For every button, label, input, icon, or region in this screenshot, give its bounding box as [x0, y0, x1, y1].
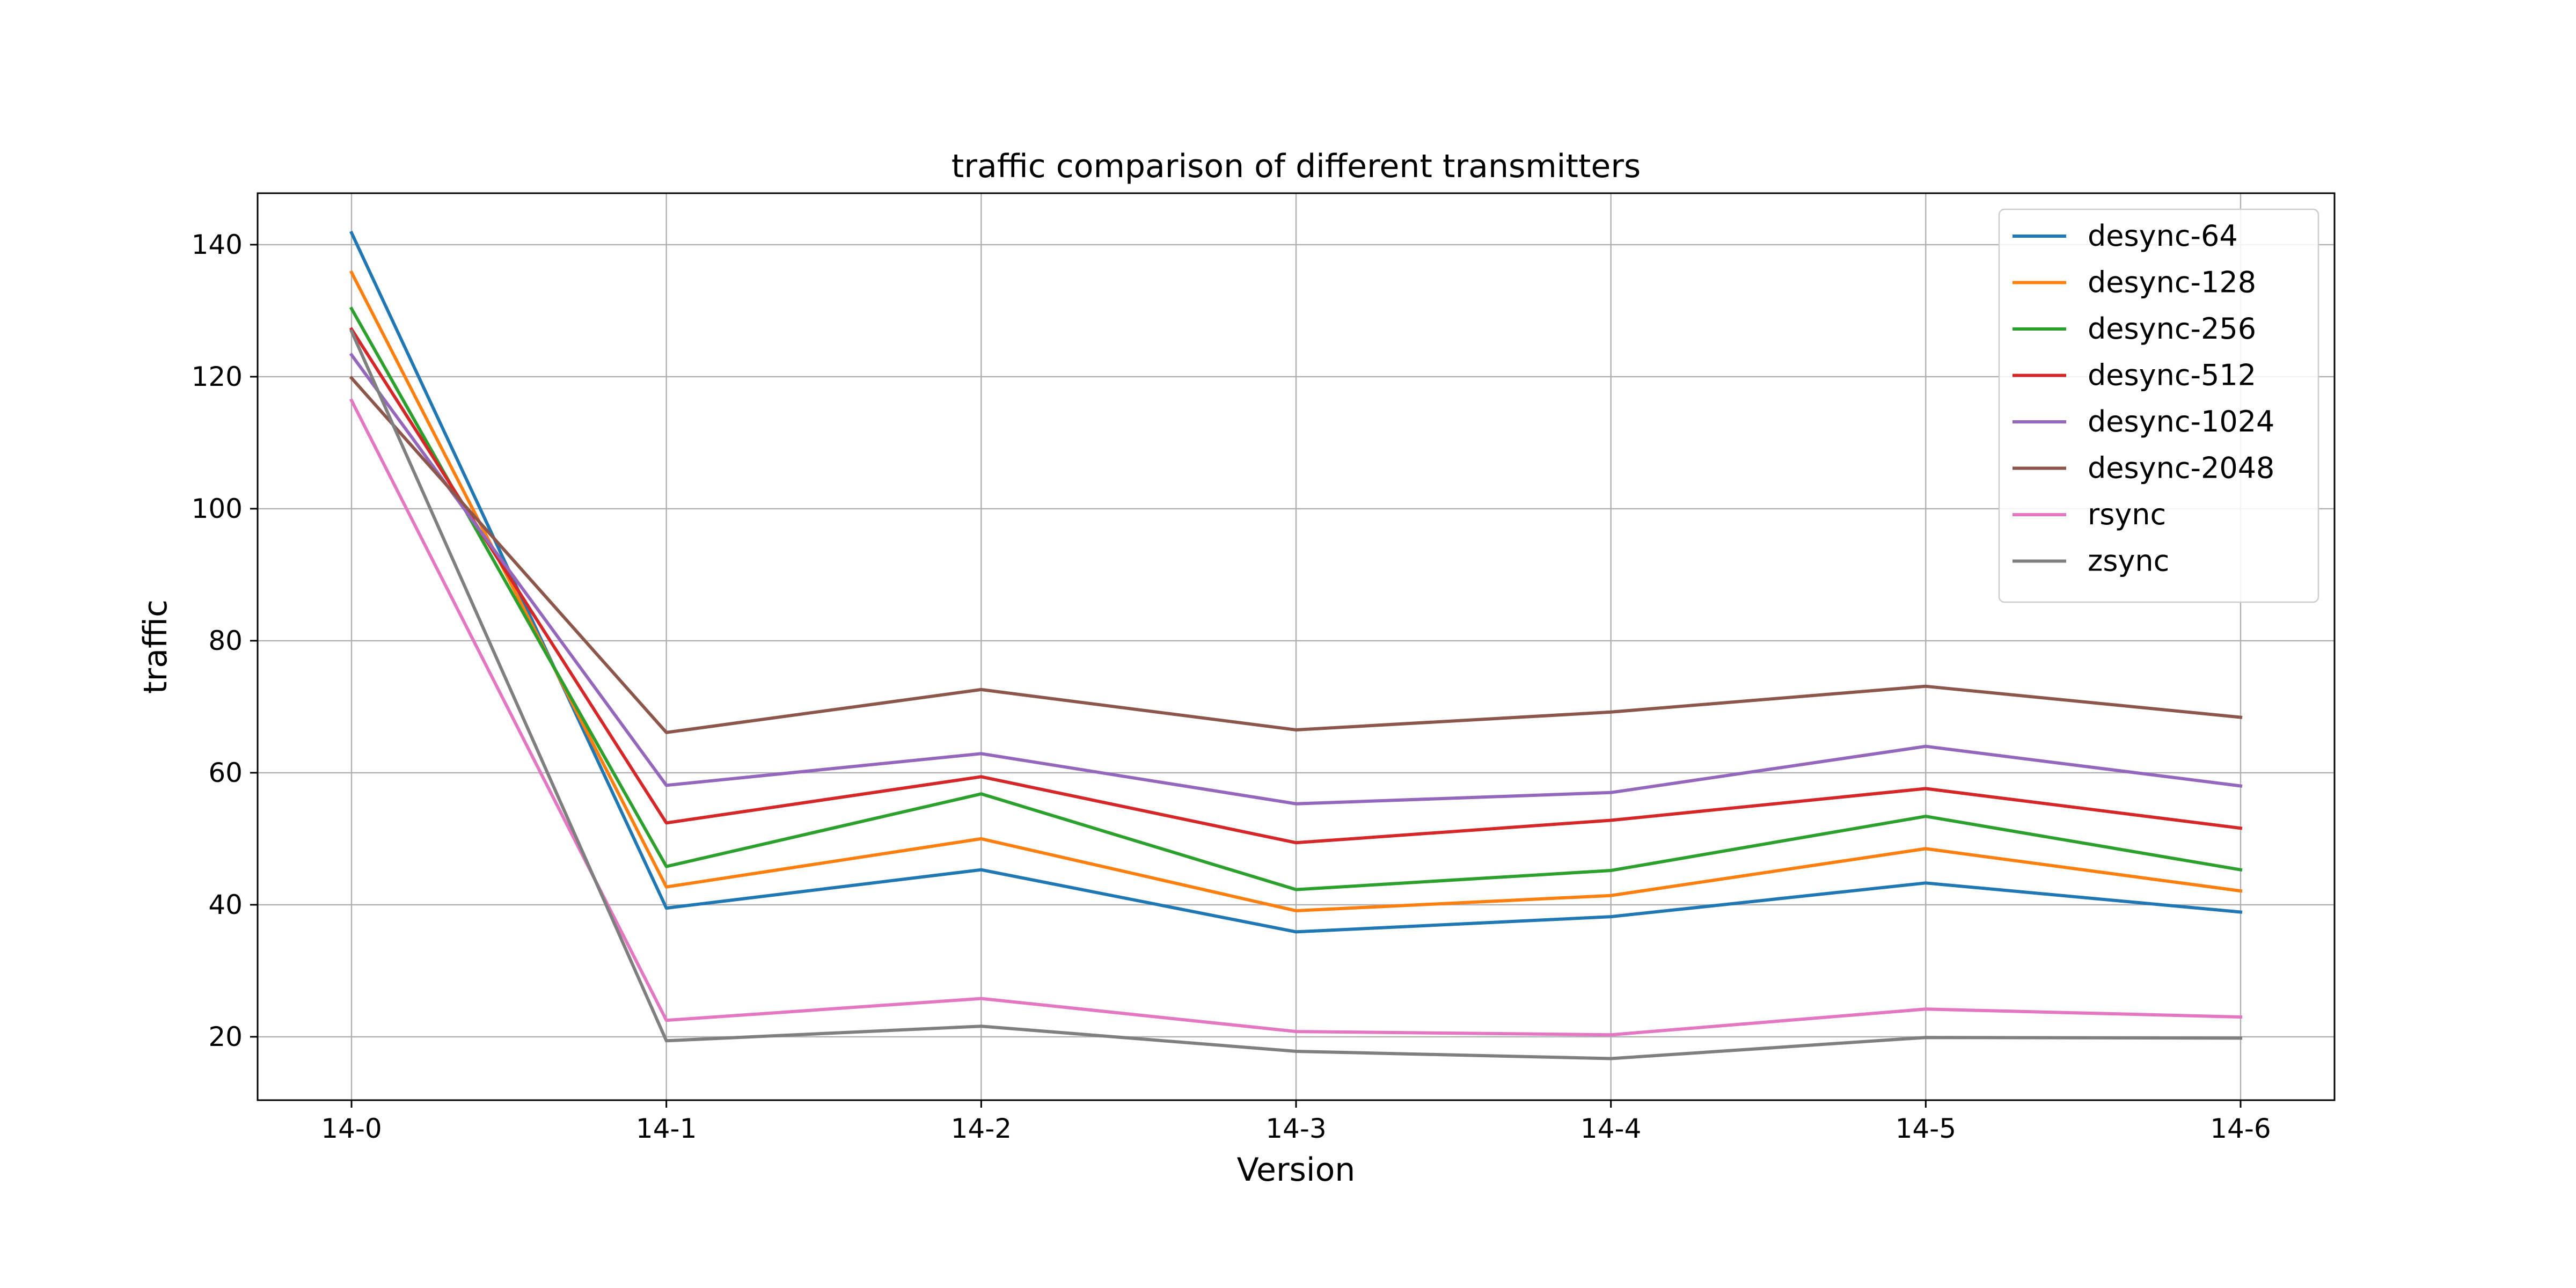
- chart-title: traffic comparison of different transmit…: [952, 148, 1641, 185]
- y-tick-label: 20: [208, 1021, 243, 1052]
- series-line-desync-1024: [349, 353, 2243, 806]
- y-tick-label: 60: [208, 757, 243, 788]
- series-lines: [349, 230, 2243, 1060]
- series-line-zsync: [349, 329, 2243, 1060]
- legend-box: [1998, 208, 2319, 603]
- series-line-desync-256: [349, 306, 2243, 891]
- y-tick-label: 100: [192, 493, 243, 524]
- series-line-desync-2048: [349, 376, 2243, 734]
- grid: [258, 193, 2334, 1100]
- legend-label: zsync: [2088, 544, 2169, 578]
- x-axis-label: Version: [1237, 1151, 1356, 1189]
- series-line-rsync: [349, 398, 2243, 1037]
- y-axis-label: traffic: [137, 599, 174, 694]
- y-tick-label: 40: [208, 889, 243, 920]
- legend-label: desync-1024: [2088, 405, 2274, 438]
- x-tick-label: 14-0: [321, 1113, 382, 1144]
- legend-label: desync-64: [2088, 219, 2238, 253]
- legend-label: desync-2048: [2088, 451, 2274, 485]
- series-line-desync-512: [349, 327, 2243, 845]
- axis-ticks: 14-0 14-1 14-2 14-3 14-4 14-5 14-6 20 40 60 80 100 1…: [192, 229, 2271, 1144]
- legend: desync-64 desync-128 desync-256 desync-512 d…: [1998, 208, 2319, 603]
- legend-label: desync-256: [2088, 312, 2256, 346]
- y-tick-label: 140: [192, 229, 243, 260]
- x-tick-label: 14-2: [951, 1113, 1012, 1144]
- x-tick-label: 14-5: [1896, 1113, 1956, 1144]
- series-line-desync-64: [349, 230, 2243, 934]
- series-line-desync-128: [349, 270, 2243, 912]
- legend-label: rsync: [2088, 497, 2166, 531]
- x-tick-label: 14-4: [1580, 1113, 1641, 1144]
- y-tick-label: 80: [208, 625, 243, 656]
- legend-label: desync-512: [2088, 358, 2256, 392]
- x-tick-label: 14-6: [2210, 1113, 2271, 1144]
- x-tick-label: 14-1: [636, 1113, 697, 1144]
- legend-label: desync-128: [2088, 266, 2256, 299]
- y-tick-label: 120: [192, 361, 243, 392]
- x-tick-label: 14-3: [1265, 1113, 1326, 1144]
